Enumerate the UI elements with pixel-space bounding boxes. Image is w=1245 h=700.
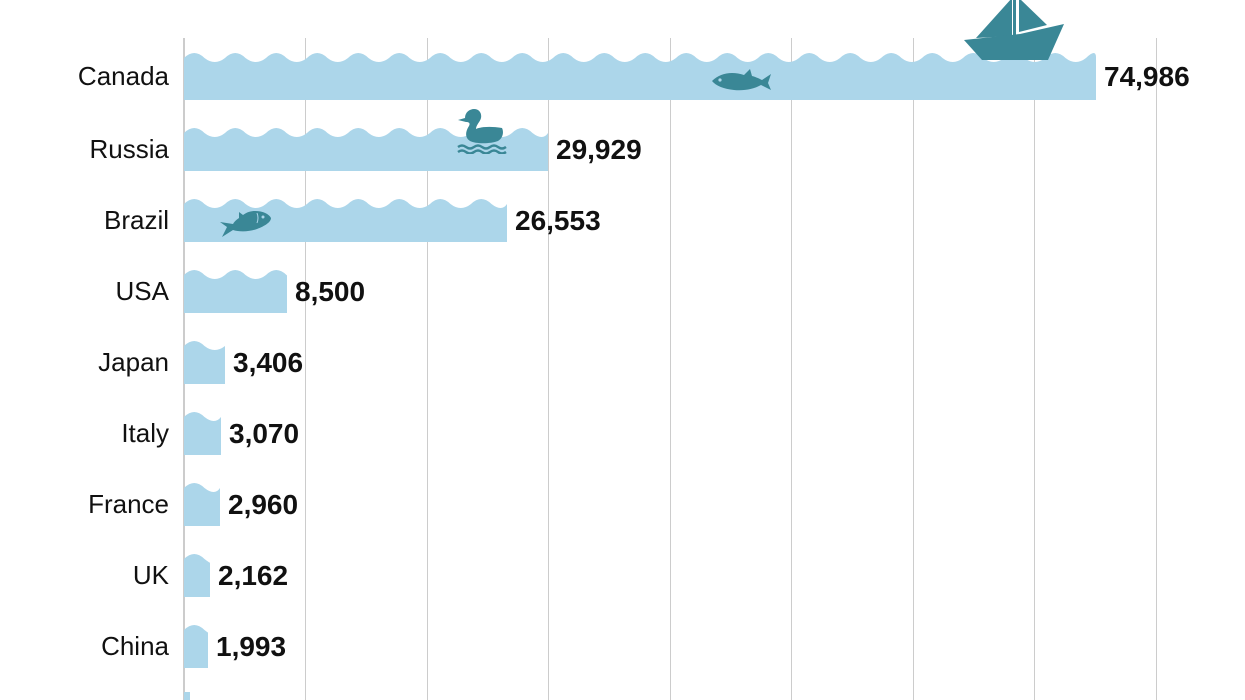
bar bbox=[184, 269, 287, 313]
category-label: Brazil bbox=[103, 205, 169, 235]
gridline bbox=[670, 38, 671, 700]
category-label: UK bbox=[132, 560, 169, 590]
value-label: 3,406 bbox=[233, 347, 304, 378]
category-label: USA bbox=[115, 276, 169, 306]
bar-partial bbox=[184, 692, 190, 700]
value-label: 8,500 bbox=[295, 276, 366, 307]
category-label: Italy bbox=[121, 418, 169, 448]
value-label: 2,960 bbox=[228, 489, 299, 520]
value-label: 2,162 bbox=[218, 560, 289, 591]
bar-row: Brazil 26,553 bbox=[0, 198, 1245, 269]
bar-row: Canada 74,986 bbox=[0, 52, 1245, 123]
value-label: 1,993 bbox=[216, 631, 287, 662]
bar bbox=[184, 198, 507, 242]
bar bbox=[184, 127, 548, 171]
category-label: France bbox=[88, 489, 169, 519]
bar-row: UK 2,162 bbox=[0, 553, 1245, 624]
bar-row: France 2,960 bbox=[0, 482, 1245, 553]
value-label: 74,986 bbox=[1104, 61, 1190, 92]
bar bbox=[184, 340, 225, 384]
category-label: Russia bbox=[89, 134, 169, 164]
gridline bbox=[791, 38, 792, 700]
value-label: 29,929 bbox=[556, 134, 642, 165]
duck-icon bbox=[457, 109, 507, 154]
bar bbox=[184, 411, 221, 455]
bar-row: Russia 29,929 bbox=[0, 127, 1245, 198]
bar bbox=[184, 52, 1096, 100]
fish-icon bbox=[712, 69, 771, 91]
gridline bbox=[427, 38, 428, 700]
value-label: 3,070 bbox=[229, 418, 300, 449]
category-label: China bbox=[101, 631, 169, 661]
bar-row: China 1,993 bbox=[0, 624, 1245, 695]
gridline bbox=[1156, 38, 1157, 700]
bar bbox=[184, 482, 220, 526]
bar-row: Japan 3,406 bbox=[0, 340, 1245, 411]
gridline bbox=[305, 38, 306, 700]
gridline bbox=[1034, 38, 1035, 700]
tuna-fish-icon bbox=[220, 211, 271, 237]
bar-row: USA 8,500 bbox=[0, 269, 1245, 340]
sailboat-icon bbox=[964, 0, 1064, 60]
bar bbox=[184, 553, 210, 597]
category-label: Canada bbox=[77, 61, 169, 91]
bar-row: Italy 3,070 bbox=[0, 411, 1245, 482]
bar bbox=[184, 624, 208, 668]
gridline bbox=[548, 38, 549, 700]
gridline bbox=[913, 38, 914, 700]
value-label: 26,553 bbox=[515, 205, 601, 236]
category-label: Japan bbox=[98, 347, 169, 377]
